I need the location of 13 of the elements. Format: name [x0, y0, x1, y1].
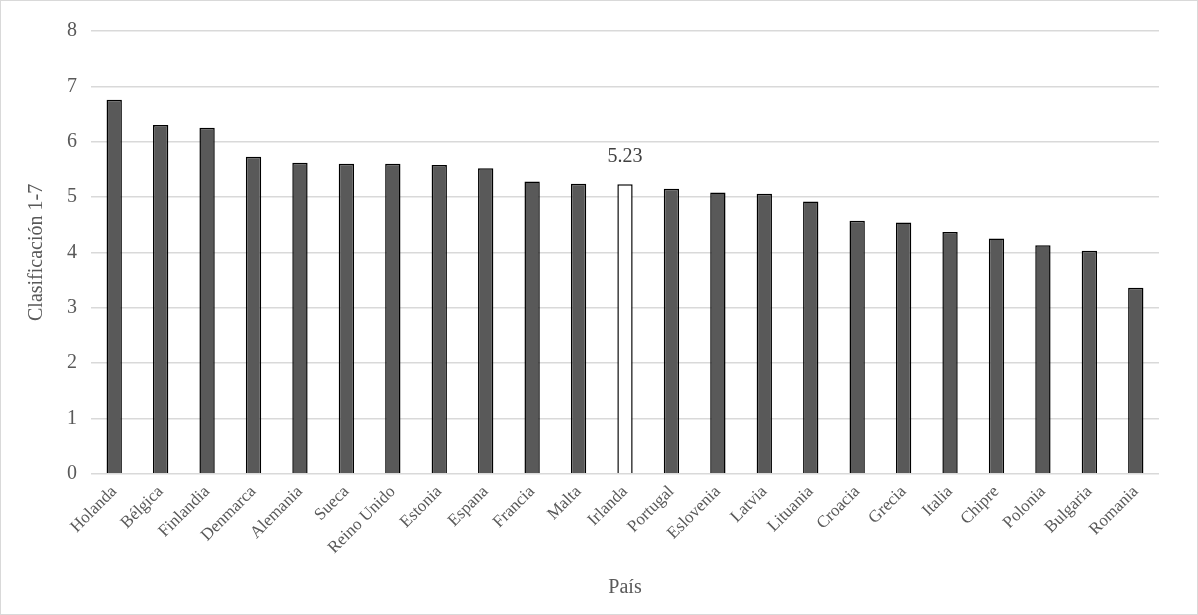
y-tick-label: 4: [67, 239, 77, 262]
y-tick-label: 8: [67, 18, 77, 41]
x-tick-label: Italia: [917, 481, 957, 520]
data-label: 5.23: [607, 143, 643, 166]
y-tick-label: 0: [67, 461, 77, 484]
x-axis-title: País: [608, 575, 642, 598]
y-axis-title: Clasificación 1-7: [24, 183, 47, 321]
y-tick-label: 7: [67, 73, 77, 96]
y-tick-label: 5: [67, 184, 77, 207]
y-tick-label: 6: [67, 128, 77, 151]
y-tick-label: 3: [67, 295, 77, 317]
y-tick-label: 1: [67, 405, 77, 428]
y-tick-label: 2: [67, 350, 77, 373]
